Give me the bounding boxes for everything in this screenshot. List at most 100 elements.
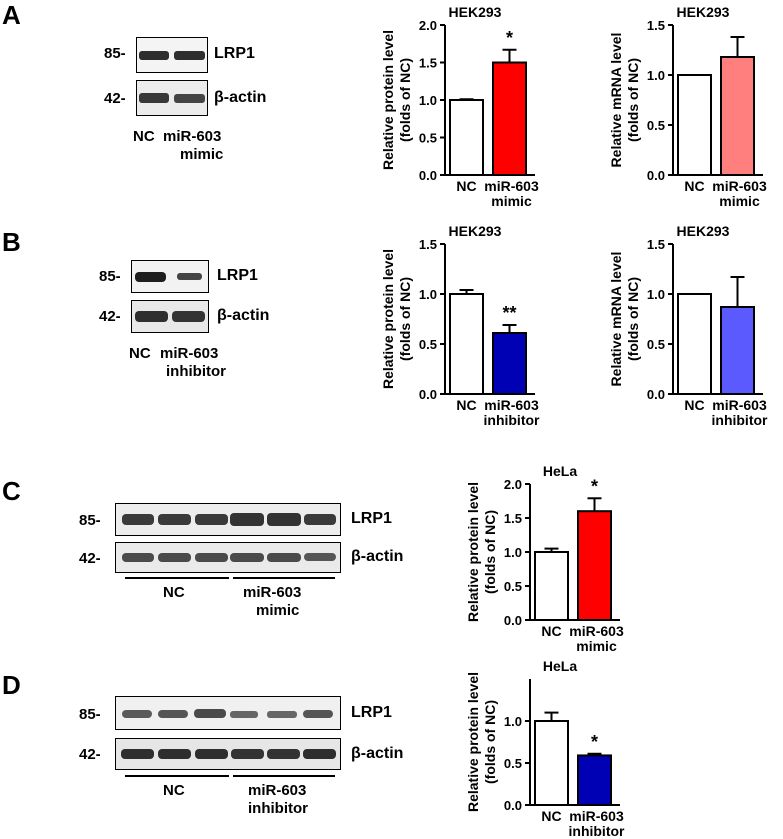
panel-letter-c: C <box>2 476 21 506</box>
y-tick-label: 0.5 <box>504 579 522 594</box>
x-tick-label: miR-603 <box>569 808 624 824</box>
y-axis-label: (folds of NC) <box>482 700 498 784</box>
western-blot-lrp1-c <box>115 503 341 536</box>
bar-chart-a2: HEK293 Relative mRNA level (folds of NC) 0.… <box>603 4 783 210</box>
protein-label-actin: β-actin <box>351 745 404 762</box>
chart-title: HeLa <box>543 463 577 479</box>
bar <box>720 306 755 395</box>
y-axis-label: Relative protein level <box>465 482 481 622</box>
y-axis-label: Relative protein level <box>380 30 396 170</box>
panel-letter-b: B <box>2 227 21 257</box>
y-axis-label: Relative protein level <box>380 249 396 389</box>
y-axis-label: (folds of NC) <box>625 277 641 361</box>
significance-marker: ** <box>502 303 516 323</box>
group-label-nc: NC <box>163 782 185 799</box>
x-tick-label: miR-603 <box>484 178 539 194</box>
x-tick-label: NC <box>541 808 561 824</box>
protein-label-actin: β-actin <box>351 548 404 565</box>
bar <box>677 74 712 176</box>
protein-label-lrp1: LRP1 <box>217 267 258 284</box>
y-axis-label: Relative protein level <box>465 672 481 812</box>
y-tick-label: 1.0 <box>504 545 522 560</box>
x-tick-label: miR-603 <box>712 397 767 413</box>
y-axis-label: (folds of NC) <box>397 277 413 361</box>
bar <box>492 332 527 395</box>
chart-title: HEK293 <box>677 223 730 239</box>
bar <box>492 61 527 176</box>
mw-marker-85: 85- <box>104 45 126 62</box>
y-tick-label: 0.5 <box>647 118 665 133</box>
protein-label-actin: β-actin <box>214 89 267 106</box>
chart-title: HEK293 <box>449 223 502 239</box>
significance-marker: * <box>591 476 598 496</box>
mw-marker-85: 85- <box>79 706 101 723</box>
y-tick-label: 1.0 <box>419 287 437 302</box>
protein-label-lrp1: LRP1 <box>351 510 392 527</box>
x-tick-label: NC <box>684 397 704 413</box>
x-tick-label: NC <box>456 178 476 194</box>
x-tick-label: miR-603 <box>712 178 767 194</box>
western-blot-actin-d <box>115 738 341 770</box>
mw-marker-42: 42- <box>79 746 101 763</box>
bar <box>449 99 484 176</box>
y-tick-label: 1.0 <box>419 93 437 108</box>
mw-marker-85: 85- <box>99 268 121 285</box>
y-axis-label: (folds of NC) <box>482 510 498 594</box>
y-tick-label: 0.0 <box>647 387 665 402</box>
panel-letter-a: A <box>2 0 21 30</box>
bar <box>534 720 569 806</box>
bar-chart-c1: HeLa Relative protein level (folds of NC) 0… <box>450 460 650 654</box>
group-label-treatment: inhibitor <box>166 363 226 380</box>
y-tick-label: 0.5 <box>647 337 665 352</box>
western-blot-lrp1-a <box>136 37 208 73</box>
y-tick-label: 0.0 <box>504 798 522 813</box>
y-axis-label: (folds of NC) <box>625 58 641 142</box>
group-label-mir603: miR-603 <box>163 128 222 145</box>
western-blot-actin-b <box>131 300 209 333</box>
x-tick-label: NC <box>541 623 561 639</box>
group-label-treatment: mimic <box>180 146 224 163</box>
y-tick-label: 0.0 <box>647 168 665 183</box>
group-label-nc: NC <box>133 128 155 145</box>
western-blot-lrp1-d <box>115 696 341 730</box>
bar <box>677 293 712 395</box>
y-tick-label: 1.5 <box>647 18 665 33</box>
y-axis-label: Relative mRNA level <box>608 33 624 168</box>
protein-label-lrp1: LRP1 <box>351 704 392 721</box>
significance-marker: * <box>591 732 598 752</box>
x-tick-label: miR-603 <box>569 623 624 639</box>
x-tick-label: mimic <box>719 193 760 209</box>
mw-marker-42: 42- <box>99 308 121 325</box>
y-tick-label: 0.5 <box>419 131 437 146</box>
y-tick-label: 0.0 <box>419 387 437 402</box>
group-underline <box>125 775 335 777</box>
group-underline <box>125 577 335 579</box>
bar <box>534 551 569 621</box>
y-axis-label: Relative mRNA level <box>608 252 624 387</box>
x-tick-label: miR-603 <box>484 397 539 413</box>
y-tick-label: 0.0 <box>419 168 437 183</box>
y-tick-label: 1.5 <box>419 56 437 71</box>
bar <box>720 56 755 176</box>
chart-title: HEK293 <box>677 4 730 20</box>
y-tick-label: 1.5 <box>647 237 665 252</box>
y-tick-label: 1.0 <box>504 714 522 729</box>
chart-title: HEK293 <box>449 4 502 20</box>
group-label-mir603: miR-603 <box>243 584 302 601</box>
group-label-treatment: mimic <box>256 602 300 619</box>
bar-chart-d1: HeLa Relative protein level (folds of NC) 0… <box>450 655 650 839</box>
y-tick-label: 1.5 <box>419 237 437 252</box>
x-tick-label: inhibitor <box>569 823 626 839</box>
y-tick-label: 2.0 <box>504 477 522 492</box>
bar-chart-a1: HEK293 Relative protein level (folds of NC… <box>365 4 545 210</box>
western-blot-actin-a <box>136 80 208 116</box>
bar <box>449 293 484 395</box>
y-tick-label: 0.5 <box>504 756 522 771</box>
western-blot-lrp1-b <box>131 260 209 293</box>
western-blot-actin-c <box>115 542 341 573</box>
x-tick-label: mimic <box>491 193 532 209</box>
panel-letter-d: D <box>2 670 21 700</box>
protein-label-actin: β-actin <box>217 307 270 324</box>
chart-title: HeLa <box>543 658 577 674</box>
group-label-nc: NC <box>129 345 151 362</box>
